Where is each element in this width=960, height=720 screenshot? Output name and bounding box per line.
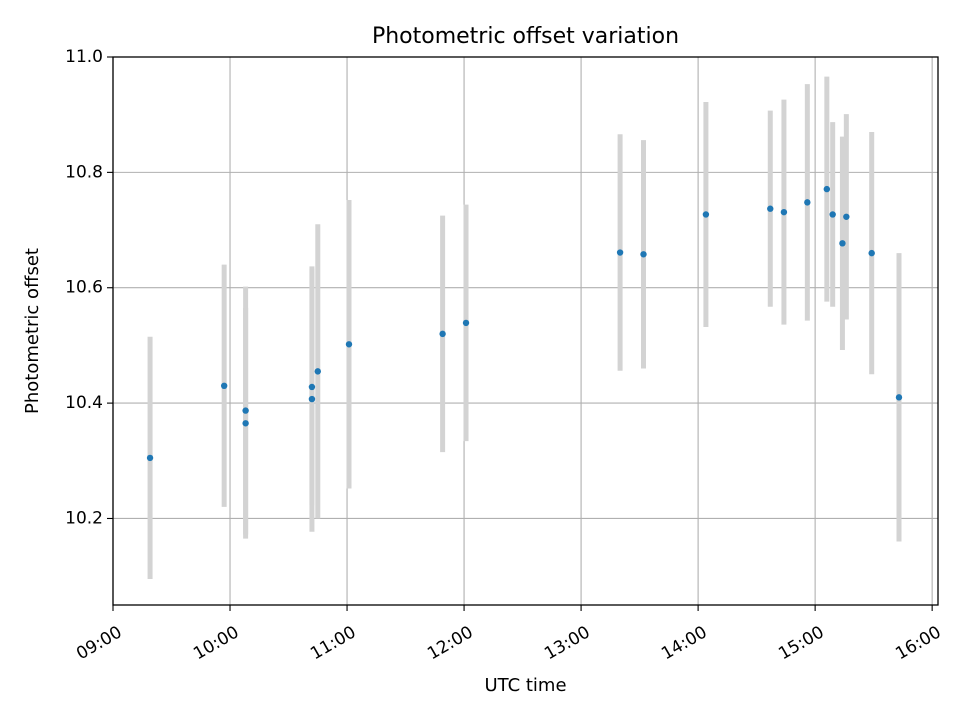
chart-title: Photometric offset variation: [372, 24, 679, 49]
data-point: [242, 407, 249, 414]
data-point: [146, 454, 154, 462]
data-point: [345, 341, 353, 348]
data-point: [895, 394, 903, 401]
data-point: [439, 330, 446, 338]
data-point: [220, 382, 228, 389]
y-tick-label: 10.8: [65, 162, 103, 182]
data-point: [314, 368, 321, 375]
data-point: [829, 211, 836, 218]
data-point: [868, 249, 875, 257]
data-point: [242, 420, 249, 427]
data-point: [823, 185, 831, 193]
y-tick-label: 11.0: [65, 47, 103, 67]
data-point: [308, 383, 316, 391]
data-point: [839, 240, 846, 247]
y-tick-label: 10.6: [65, 278, 103, 298]
data-point: [702, 211, 710, 218]
y-axis-label: Photometric offset: [22, 248, 43, 414]
data-point: [804, 199, 811, 206]
plot-frame: [112, 56, 939, 606]
data-point: [767, 205, 774, 212]
data-point: [780, 208, 788, 216]
data-point: [616, 249, 624, 256]
data-point: [640, 251, 647, 258]
data-point: [462, 319, 470, 327]
point-layer: [146, 185, 903, 462]
data-point: [308, 395, 316, 403]
y-tick-label: 10.4: [65, 393, 103, 413]
y-tick-label: 10.2: [65, 508, 103, 528]
data-point: [843, 213, 850, 220]
x-axis-label: UTC time: [484, 675, 566, 696]
